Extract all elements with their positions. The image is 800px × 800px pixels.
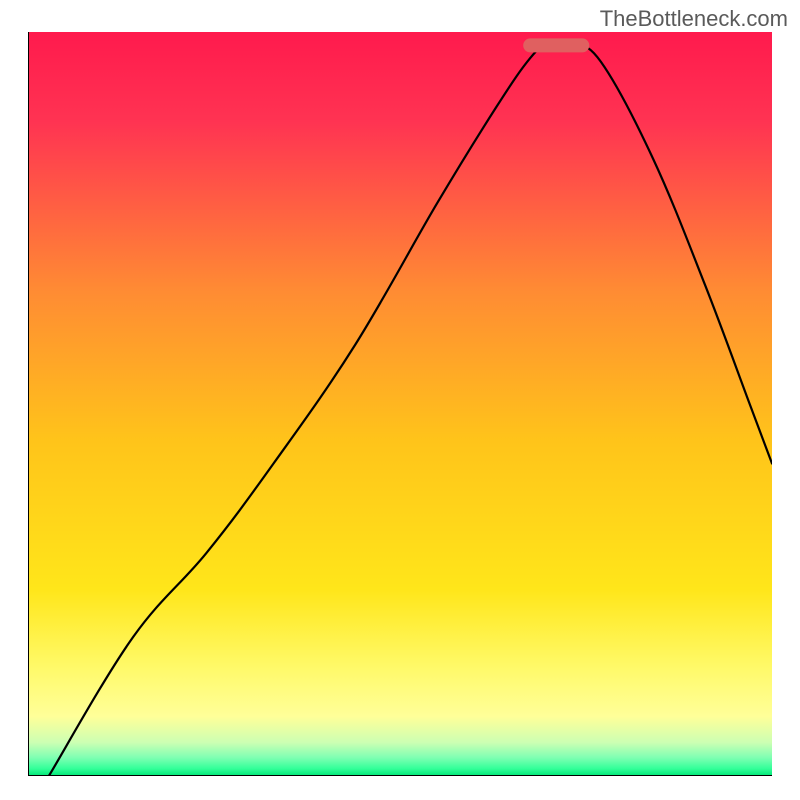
chart-svg: [28, 32, 772, 776]
chart-background: [28, 32, 772, 776]
watermark-text: TheBottleneck.com: [600, 6, 788, 32]
bottleneck-chart: [28, 32, 772, 776]
